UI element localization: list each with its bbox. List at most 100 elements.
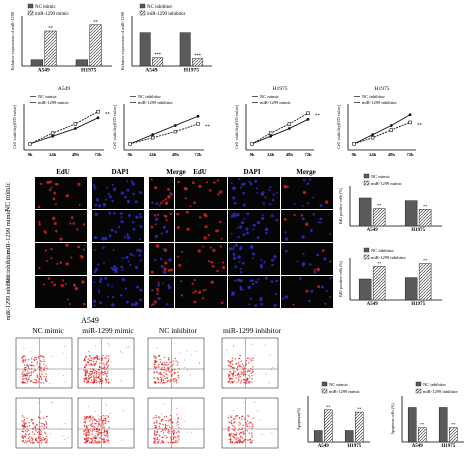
event-dot	[37, 381, 40, 383]
cell-nucleus	[73, 283, 76, 287]
event-dot	[39, 411, 41, 413]
cell-nucleus	[165, 230, 169, 234]
event-dot	[39, 360, 42, 362]
event-dot	[228, 361, 231, 363]
event-dot	[231, 415, 233, 417]
event-dot	[90, 425, 92, 427]
event-dot	[243, 440, 245, 443]
event-dot	[253, 355, 255, 357]
cell-nucleus	[305, 222, 309, 226]
event-dot	[164, 361, 166, 363]
cell-nucleus	[219, 245, 223, 248]
cell-nucleus	[106, 186, 109, 189]
cell-nucleus	[52, 216, 56, 221]
x-tick-label: 24h	[267, 152, 275, 157]
event-dot	[41, 355, 44, 357]
event-dot	[251, 434, 253, 436]
event-dot	[159, 376, 162, 378]
event-dot	[106, 421, 108, 423]
event-dot	[158, 422, 161, 425]
event-dot	[85, 431, 87, 433]
event-dot	[87, 405, 89, 407]
cell-nucleus	[156, 213, 159, 216]
event-dot	[172, 379, 174, 381]
event-dot	[229, 440, 232, 443]
event-dot	[177, 418, 179, 420]
data-point	[352, 142, 356, 146]
bar-A549-0	[313, 430, 323, 443]
cell-nucleus	[269, 202, 272, 206]
event-dot	[165, 419, 167, 422]
data-point	[128, 142, 132, 146]
event-dot	[103, 432, 105, 434]
bar-A549-1	[372, 266, 386, 301]
event-dot	[105, 357, 107, 360]
event-dot	[229, 371, 231, 373]
cell-nucleus	[198, 216, 202, 219]
cell-nucleus	[43, 230, 46, 232]
cell-nucleus	[121, 278, 126, 282]
event-dot	[24, 378, 26, 380]
event-dot	[159, 361, 162, 363]
event-dot	[32, 431, 34, 433]
event-dot	[24, 374, 27, 376]
cell-nucleus	[38, 267, 41, 270]
data-point	[50, 131, 55, 135]
micro-tiles	[35, 177, 333, 308]
event-dot	[36, 431, 39, 433]
cell-nucleus	[111, 183, 114, 187]
event-dot	[98, 375, 101, 377]
event-dot	[174, 368, 176, 371]
event-dot	[171, 369, 174, 371]
bar-A549-1	[372, 208, 386, 227]
event-dot	[64, 422, 66, 424]
event-dot	[164, 423, 167, 426]
cell-nucleus	[255, 280, 258, 284]
event-dot	[165, 425, 167, 427]
event-dot	[29, 350, 31, 352]
event-dot	[30, 437, 33, 439]
event-dot	[37, 441, 40, 444]
event-dot	[92, 369, 95, 371]
event-dot	[40, 422, 43, 425]
event-dot	[85, 434, 87, 436]
event-dot	[90, 381, 92, 384]
event-dot	[83, 358, 86, 361]
event-dot	[156, 442, 158, 444]
event-dot	[170, 436, 173, 438]
event-dot	[154, 424, 156, 427]
event-dot	[158, 443, 160, 445]
cell-nucleus	[132, 227, 136, 231]
x-tick-label: 48h	[72, 152, 80, 157]
event-dot	[42, 422, 44, 425]
cell-nucleus	[120, 294, 123, 297]
legend-label: NC inhibitor	[423, 382, 446, 387]
event-dot	[106, 375, 108, 377]
cell-nucleus	[120, 220, 124, 224]
cell-nucleus	[245, 231, 249, 235]
x-tick-label: H1975	[411, 228, 425, 233]
cell-nucleus	[264, 196, 267, 199]
event-dot	[198, 362, 200, 364]
event-dot	[242, 430, 244, 433]
cell-nucleus	[216, 193, 220, 196]
cell-nucleus	[161, 282, 164, 285]
event-dot	[106, 430, 108, 432]
event-dot	[164, 434, 166, 437]
event-dot	[91, 370, 94, 373]
event-dot	[187, 431, 189, 433]
cell-nucleus	[150, 225, 154, 229]
cell-nucleus	[260, 259, 263, 262]
cell-nucleus	[216, 269, 219, 273]
x-tick-label: A549	[367, 302, 379, 307]
cell-nucleus	[324, 302, 327, 305]
event-dot	[106, 361, 108, 364]
event-dot	[105, 381, 107, 383]
event-dot	[85, 378, 87, 381]
event-dot	[156, 431, 159, 433]
x-tick-label: 24h	[149, 152, 157, 157]
cell-nucleus	[284, 231, 287, 234]
event-dot	[95, 374, 97, 376]
event-dot	[87, 437, 89, 439]
